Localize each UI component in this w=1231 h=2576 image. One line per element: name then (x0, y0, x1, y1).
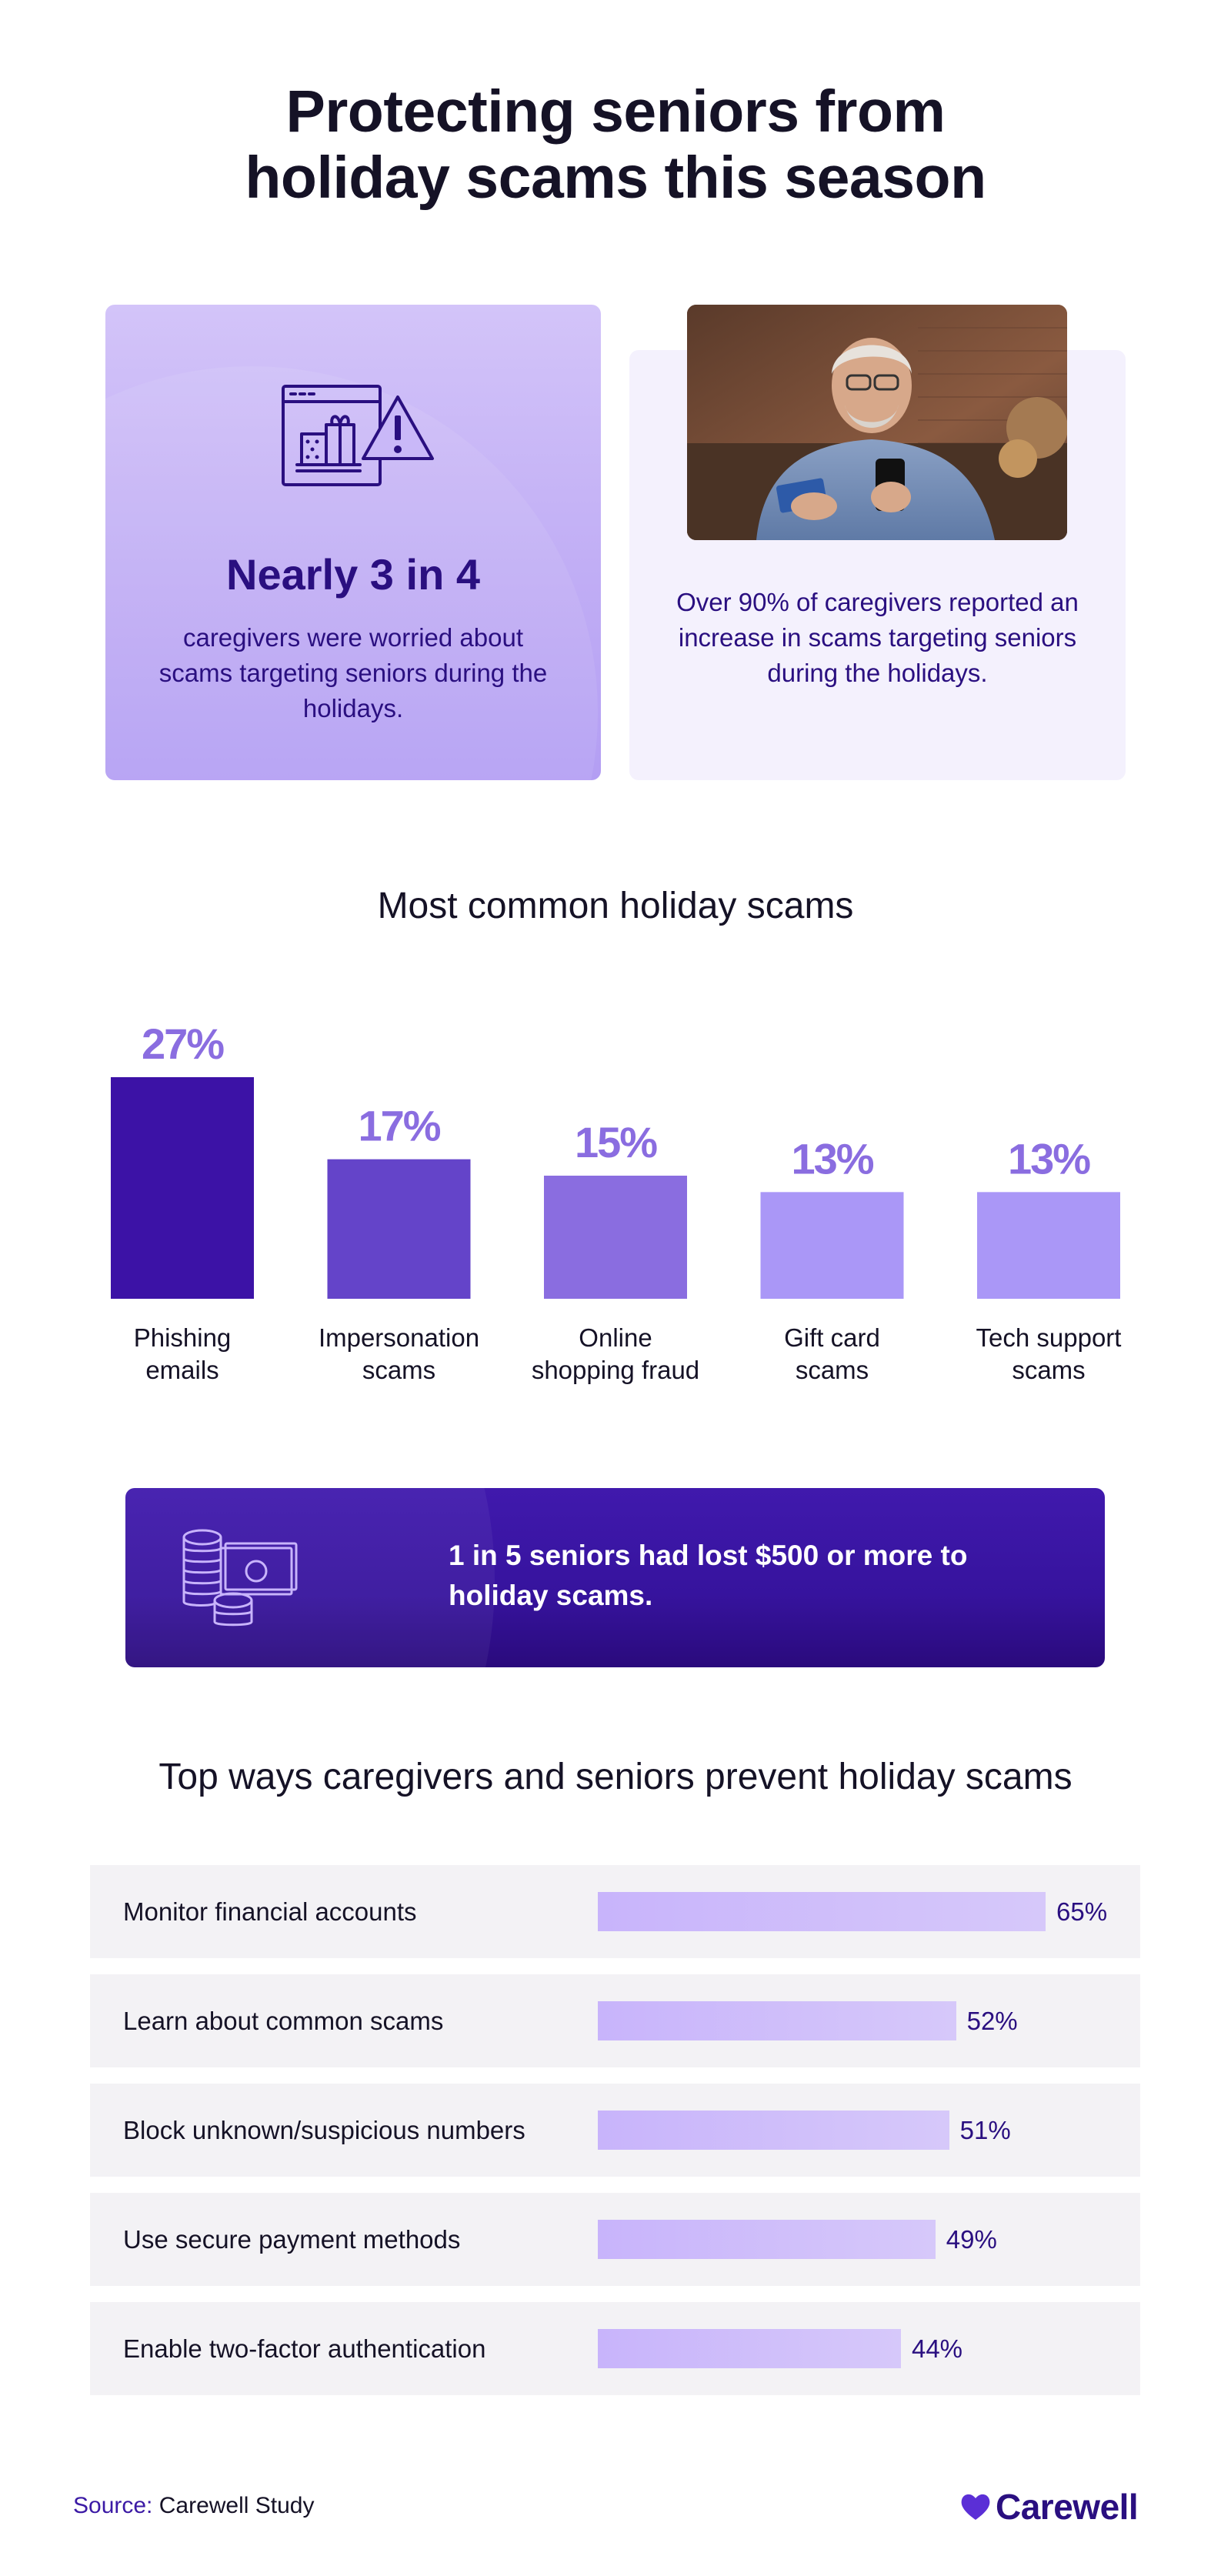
prevention-label: Learn about common scams (123, 2007, 444, 2035)
logo-text: Carewell (996, 2487, 1139, 2527)
bar-4 (977, 1192, 1120, 1299)
senior-photo (687, 305, 1067, 540)
coins-cash-icon (182, 1529, 298, 1627)
category-label: shopping fraud (532, 1356, 699, 1384)
page-title-line-1: Protecting seniors from (285, 78, 946, 145)
heart-icon (961, 2494, 990, 2520)
prevention-row: Monitor financial accounts 65% (90, 1865, 1140, 1958)
page-title: Protecting seniors from holiday scams th… (0, 78, 1231, 211)
prevention-bar (598, 2001, 956, 2040)
category-label: scams (362, 1356, 435, 1384)
bar-value-label: 13% (791, 1134, 873, 1183)
chart-title: Most common holiday scams (377, 886, 854, 926)
prevention-bar (598, 2329, 901, 2368)
bar-3 (760, 1192, 904, 1299)
bar-value-label: 17% (358, 1102, 440, 1150)
source-value: Carewell Study (158, 2493, 315, 2518)
stat-value: Nearly 3 in 4 (226, 550, 480, 599)
page-title-line-2: holiday scams this season (245, 145, 986, 211)
source-key: Source: (73, 2493, 153, 2518)
prevention-row: Learn about common scams 52% (90, 1974, 1140, 2067)
category-label: Tech support (976, 1323, 1122, 1352)
bar-1 (327, 1159, 471, 1299)
category-label: emails (145, 1356, 219, 1384)
prevention-bar (598, 1892, 1046, 1931)
category-label: Gift card (784, 1323, 880, 1352)
bar-value-label: 13% (1008, 1134, 1090, 1183)
bar-value-label: 15% (575, 1118, 657, 1166)
source-note: Source: Carewell Study (73, 2493, 315, 2519)
category-label: scams (796, 1356, 869, 1384)
prevention-percent: 51% (959, 2116, 1011, 2144)
prevention-row: Enable two-factor authentication 44% (90, 2302, 1140, 2395)
bar-2 (544, 1176, 687, 1299)
prevention-percent: 52% (966, 2007, 1018, 2035)
prevention-row: Use secure payment methods 49% (90, 2193, 1140, 2286)
prevention-percent: 49% (946, 2225, 997, 2254)
bar-0 (111, 1077, 254, 1299)
scams-bar-chart: 27% Phishing emails 17% Impersonation scams 15… (111, 1019, 1122, 1384)
stat-description-increase: Over 90% of caregivers reported an incre… (676, 588, 1079, 687)
prevention-bar (598, 2111, 949, 2150)
prevention-title: Top ways caregivers and seniors prevent … (158, 1757, 1073, 1797)
category-label: Impersonation (319, 1323, 479, 1352)
prevention-bar (598, 2220, 936, 2259)
prevention-percent: 44% (911, 2334, 963, 2363)
senior-man-with-phone-and-card-photo (687, 305, 1067, 540)
prevention-label: Block unknown/suspicious numbers (123, 2116, 525, 2144)
gift-warning-icon (282, 385, 434, 486)
prevention-label: Enable two-factor authentication (123, 2334, 486, 2363)
category-label: Online (579, 1323, 652, 1352)
banner-text: 1 in 5 seniors had lost $500 or more to … (449, 1540, 968, 1611)
prevention-percent: 65% (1056, 1897, 1108, 1926)
stat-card-worried: Nearly 3 in 4 caregivers were worried ab… (105, 305, 601, 780)
prevention-label: Use secure payment methods (123, 2225, 461, 2254)
banner-decoration (125, 1488, 495, 1667)
prevention-row: Block unknown/suspicious numbers 51% (90, 2084, 1140, 2177)
prevention-label: Monitor financial accounts (123, 1897, 417, 1926)
loss-banner: 1 in 5 seniors had lost $500 or more to … (125, 1488, 1105, 1667)
carewell-logo: Carewell (960, 2484, 1139, 2530)
category-label: scams (1012, 1356, 1085, 1384)
category-label: Phishing (134, 1323, 232, 1352)
stat-description: caregivers were worried about scams targ… (158, 623, 548, 722)
bar-value-label: 27% (142, 1019, 224, 1068)
